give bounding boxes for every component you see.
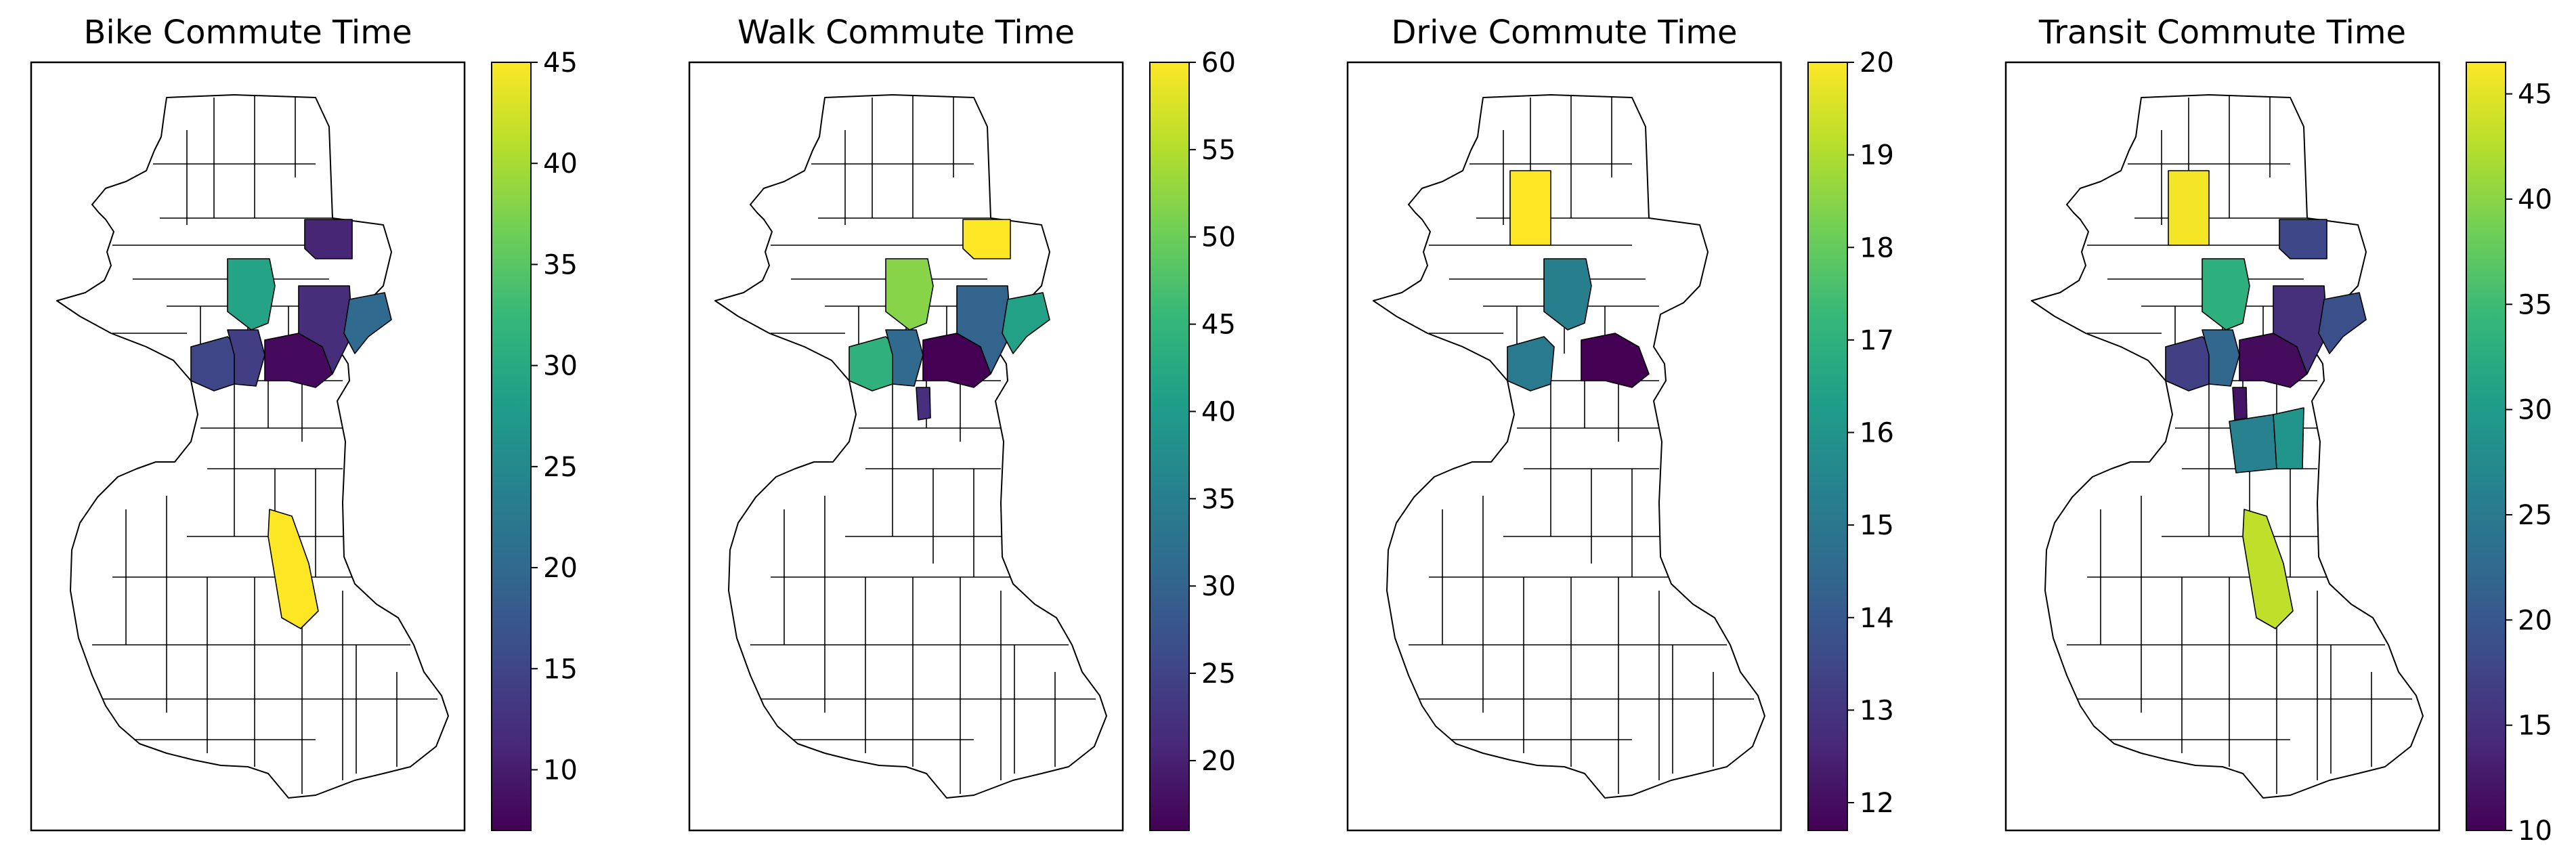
map-frame [688, 61, 1124, 832]
map-frame [1346, 61, 1782, 832]
panel-title: Bike Commute Time [83, 14, 412, 51]
neighborhood-boundaries [1409, 96, 1754, 794]
neighborhood-east [1002, 292, 1050, 354]
neighborhood-northeast-top [304, 219, 353, 259]
neighborhood-central-left [2202, 329, 2240, 387]
seattle-map [56, 94, 449, 799]
neighborhood-south-central [267, 509, 319, 629]
neighborhood-small-south [916, 387, 931, 421]
colorbar-tick-label: 40 [2518, 184, 2552, 215]
neighborhood-boundaries [750, 96, 1096, 794]
colorbar-tick-label: 20 [543, 553, 578, 584]
colorbar-tick-label: 35 [2518, 289, 2552, 320]
colorbar-tick-label: 20 [1860, 47, 1894, 79]
neighborhood-core [1581, 333, 1650, 388]
colorbar-tick-label: 45 [1201, 310, 1236, 341]
colorbar [1149, 62, 1190, 831]
neighborhood-north-central [1543, 258, 1592, 331]
colorbar-tick-label: 10 [2518, 816, 2552, 847]
colorbar-tick-label: 40 [543, 148, 578, 179]
neighborhood-east-center [298, 285, 353, 375]
neighborhood-south-central [2242, 509, 2294, 629]
colorbar [1807, 62, 1848, 831]
colorbar-tick-label: 14 [1860, 603, 1894, 634]
neighborhood-north-left [2168, 170, 2210, 246]
colorbar-tick-label: 35 [543, 249, 578, 280]
colorbar-tick-label: 16 [1860, 418, 1894, 449]
neighborhood-west-central [849, 336, 897, 392]
colorbar-tick-label: 50 [1201, 222, 1236, 253]
colorbar-tick-label: 60 [1201, 47, 1236, 79]
map-frame [2004, 61, 2441, 832]
colorbar-tick-label: 15 [543, 654, 578, 685]
seattle-map [714, 94, 1107, 799]
seattle-map [2031, 94, 2424, 799]
neighborhood-west-central [190, 336, 238, 392]
neighborhood-northeast-top [962, 219, 1011, 259]
colorbar-tick-label: 15 [2518, 711, 2552, 742]
colorbar-tick-label: 30 [1201, 571, 1236, 602]
city-outline [56, 94, 449, 799]
colorbar [491, 62, 532, 831]
colorbar-tick-label: 30 [543, 351, 578, 382]
colorbar-tick-label: 19 [1860, 140, 1894, 171]
colorbar-tick-label: 25 [543, 452, 578, 483]
neighborhood-west-central [1507, 336, 1555, 392]
colorbar-tick-label: 18 [1860, 232, 1894, 263]
colorbar-tick-label: 10 [543, 755, 578, 786]
panel-title: Transit Commute Time [2038, 14, 2406, 51]
neighborhood-east-center [2273, 285, 2328, 375]
colorbar-tick-label: 30 [2518, 395, 2552, 426]
neighborhood-east [343, 292, 392, 354]
neighborhood-north-central [227, 258, 276, 331]
panel-1: Bike Commute Time 10 15 20 25 30 35 40 45 [30, 14, 578, 832]
colorbar-tick-label: 45 [543, 47, 578, 79]
neighborhood-northeast-top [2279, 219, 2327, 259]
colorbar-tick-label: 45 [2518, 79, 2552, 110]
colorbar-tick-label: 25 [2518, 500, 2552, 531]
city-outline [1373, 94, 1765, 799]
colorbar-tick-label: 17 [1860, 325, 1894, 356]
panel-title: Drive Commute Time [1391, 14, 1737, 51]
city-outline [714, 94, 1107, 799]
neighborhood-east [2318, 292, 2367, 354]
neighborhood-north-central [2202, 258, 2250, 331]
neighborhood-north-central [885, 258, 934, 331]
colorbar-tick-label: 55 [1201, 135, 1236, 166]
neighborhood-central-left [885, 329, 924, 387]
seattle-map [1373, 94, 1765, 799]
colorbar-tick-label: 20 [2518, 605, 2552, 636]
colorbar-tick-label: 25 [1201, 658, 1236, 690]
neighborhood-small-south [2232, 387, 2248, 421]
colorbar-tick-label: 35 [1201, 484, 1236, 515]
panel-4: Transit Commute Time 10 15 20 25 30 35 40 45 [2004, 14, 2552, 847]
panel-2: Walk Commute Time 20 25 30 35 40 45 50 55 60 [688, 14, 1236, 832]
neighborhood-south-mid-2 [2273, 407, 2304, 469]
neighborhood-central-left [227, 329, 265, 387]
neighborhood-south-mid [2229, 414, 2277, 473]
neighborhood-boundaries [92, 96, 437, 794]
colorbar-tick-label: 15 [1860, 510, 1894, 541]
panel-title: Walk Commute Time [737, 14, 1075, 51]
colorbar-tick-label: 40 [1201, 396, 1236, 427]
colorbar-tick-label: 13 [1860, 695, 1894, 726]
colorbar-tick-label: 12 [1860, 788, 1894, 819]
neighborhood-east-center [956, 285, 1012, 375]
colorbar [2466, 62, 2506, 831]
colorbar-tick-label: 20 [1201, 746, 1236, 777]
city-outline [2031, 94, 2424, 799]
panel-3: Drive Commute Time 12 13 14 15 16 17 18 19 20 [1346, 14, 1894, 832]
neighborhood-north-left [1509, 170, 1551, 246]
map-frame [30, 61, 466, 832]
neighborhood-west-central [2165, 336, 2213, 392]
